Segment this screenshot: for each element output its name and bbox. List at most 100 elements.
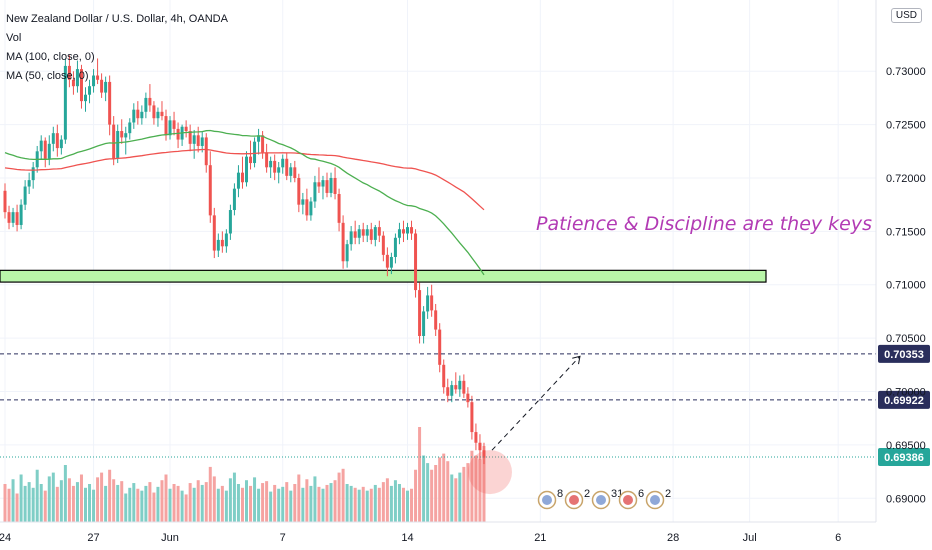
event-badge[interactable]: 8 xyxy=(537,488,564,510)
candle xyxy=(317,167,321,193)
candle xyxy=(253,137,257,168)
candle xyxy=(19,199,23,230)
candle-body xyxy=(43,140,47,159)
candle-body xyxy=(269,160,273,168)
candle-body xyxy=(381,235,385,255)
legend-vol[interactable]: Vol xyxy=(6,32,22,44)
event-badges[interactable]: 8 2 31 6 2 xyxy=(537,488,672,510)
candle-body xyxy=(329,177,333,193)
candle xyxy=(337,188,341,232)
volume-bar xyxy=(345,484,349,522)
event-badge[interactable]: 2 xyxy=(564,488,591,510)
volume-bar xyxy=(200,484,204,522)
legend: New Zealand Dollar / U.S. Dollar, 4h, OA… xyxy=(6,10,228,86)
volume-bar xyxy=(333,480,337,522)
candle-body xyxy=(446,387,450,396)
projection-line[interactable] xyxy=(491,355,581,451)
volume-bar xyxy=(305,479,309,522)
volume-bar xyxy=(136,488,140,522)
candle xyxy=(397,222,401,245)
support-zone[interactable] xyxy=(0,269,767,283)
volume-bar xyxy=(285,482,289,522)
horizontal-levels[interactable]: 0.70353 0.69922 0.69386 xyxy=(0,344,930,467)
event-badge[interactable]: 6 xyxy=(618,488,645,510)
candle-body xyxy=(357,229,361,238)
candle-body xyxy=(212,215,216,251)
annotation-text[interactable]: Patience & Discipline are they keys xyxy=(536,213,872,235)
candle xyxy=(84,87,87,112)
legend-ma100[interactable]: MA (100, close, 0) xyxy=(6,51,95,63)
volume-bar xyxy=(140,490,144,522)
candle-body xyxy=(337,194,341,223)
time-tick-label: 14 xyxy=(401,532,413,544)
legend-symbol[interactable]: New Zealand Dollar / U.S. Dollar, 4h, OA… xyxy=(6,13,228,25)
candle-body xyxy=(112,124,116,159)
projection-arrow[interactable] xyxy=(491,355,581,451)
candle-body xyxy=(23,186,27,205)
volume-bar xyxy=(208,466,212,522)
candle xyxy=(63,58,67,144)
time-axis[interactable]: 24 27 Jun 7 14 21 28 Jul 6 xyxy=(0,521,876,544)
candle-body xyxy=(55,133,59,149)
price-tag-label: 0.70353 xyxy=(884,349,924,361)
candle-body xyxy=(156,111,160,119)
candle xyxy=(156,107,160,127)
volume-bar xyxy=(51,472,55,522)
candle-body xyxy=(297,177,301,205)
flag-icon xyxy=(596,495,606,505)
candle xyxy=(357,224,361,245)
currency-button[interactable]: USD xyxy=(890,8,922,23)
candle xyxy=(228,204,232,240)
moving-averages xyxy=(4,129,485,276)
candle xyxy=(474,423,478,451)
volume-bar xyxy=(317,486,321,522)
event-badge[interactable]: 31 xyxy=(591,488,624,510)
flag-icon xyxy=(623,495,633,505)
volume-bar xyxy=(224,490,228,522)
candle xyxy=(450,380,454,403)
candle-body xyxy=(426,295,430,312)
candle xyxy=(31,161,35,189)
candle xyxy=(120,119,124,144)
candle xyxy=(478,434,482,460)
candle-body xyxy=(124,133,128,138)
candle-body xyxy=(345,244,349,262)
candle xyxy=(381,231,385,262)
legend-ma50[interactable]: MA (50, close, 0) xyxy=(6,70,89,82)
volume-bar xyxy=(309,485,313,522)
candle xyxy=(132,103,136,129)
price-highlight-circle xyxy=(467,450,512,495)
candle-body xyxy=(59,139,63,149)
volume-bar xyxy=(116,484,120,522)
candle xyxy=(47,135,51,166)
price-tag xyxy=(878,448,930,467)
candle-body xyxy=(47,143,51,159)
price-axis[interactable]: 0.73000 0.72500 0.72000 0.71500 0.71000 0.705… xyxy=(875,0,926,522)
candle xyxy=(75,60,79,93)
candle-body xyxy=(15,212,19,225)
volume-bar xyxy=(349,485,353,522)
candle xyxy=(148,84,152,112)
candle-body xyxy=(261,135,265,153)
candle xyxy=(71,71,75,95)
event-badge-count: 6 xyxy=(638,488,644,500)
volume-bar xyxy=(35,469,39,522)
candle-body xyxy=(108,81,112,125)
candle-body xyxy=(100,79,104,93)
candle-body xyxy=(349,231,353,245)
event-badge[interactable]: 2 xyxy=(645,488,672,510)
candle-body xyxy=(11,212,15,223)
volume-bar xyxy=(361,486,365,522)
candle-body xyxy=(63,65,67,140)
candle xyxy=(23,180,27,211)
candle-body xyxy=(148,97,152,106)
volume-bar xyxy=(442,453,446,522)
candle xyxy=(124,126,128,155)
price-tag xyxy=(878,390,930,409)
support-zone-rect[interactable] xyxy=(0,269,767,283)
candle xyxy=(192,129,196,159)
volume-bar xyxy=(148,482,152,522)
candle xyxy=(116,124,120,164)
candle xyxy=(285,152,289,181)
